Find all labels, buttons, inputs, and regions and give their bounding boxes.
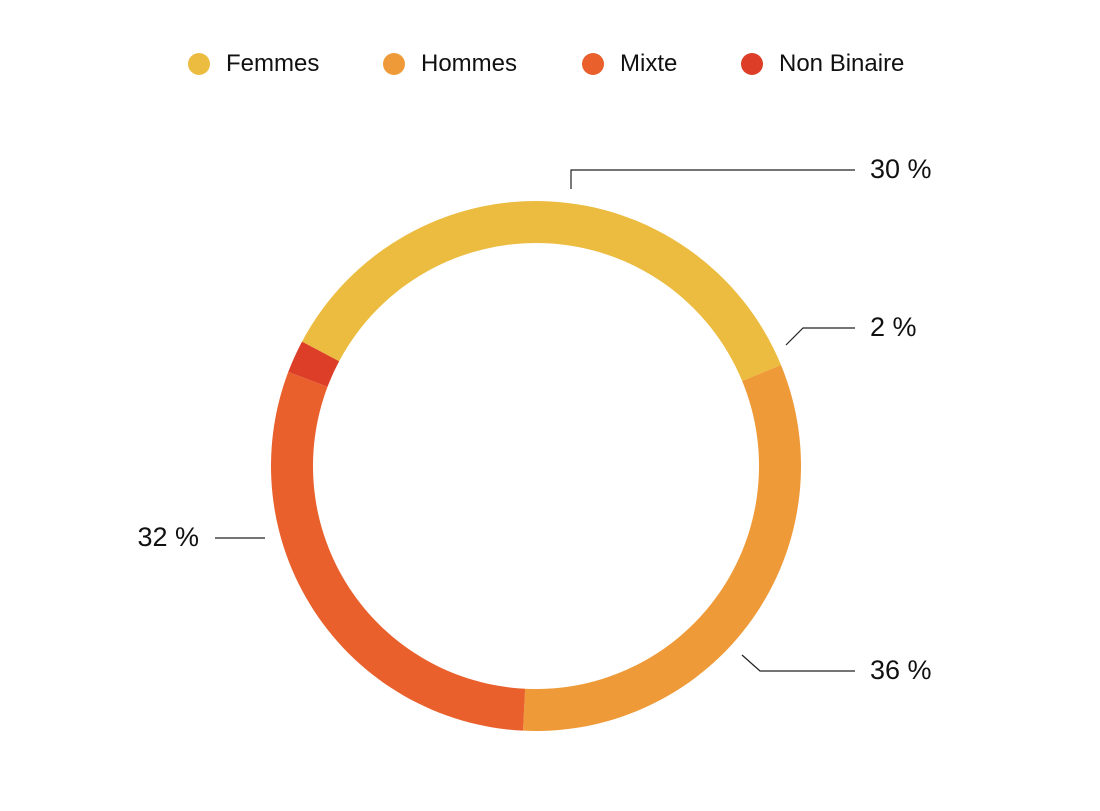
donut-slices [271, 200, 802, 732]
legend-swatch-non-binaire [741, 53, 763, 75]
leader-line-femmes [741, 654, 855, 672]
value-label-femmes: 36 % [870, 655, 932, 685]
legend-swatch-mixte [582, 53, 604, 75]
leader-line-non-binaire [785, 327, 855, 346]
donut-slice-hommes[interactable] [523, 365, 802, 732]
legend-swatch-femmes [188, 53, 210, 75]
donut-slice-mixte[interactable] [271, 371, 526, 731]
value-label-hommes: 32 % [137, 522, 199, 552]
legend-label-femmes: Femmes [226, 50, 320, 77]
leader-lines [215, 169, 855, 672]
leader-line-mixte [570, 169, 855, 189]
legend-item-non-binaire[interactable]: Non Binaire [741, 46, 904, 82]
donut-slice-non-binaire[interactable] [288, 341, 340, 387]
chart-legend: Femmes Hommes Mixte Non Binaire [0, 46, 1100, 82]
donut-slice-femmes[interactable] [302, 200, 782, 382]
legend-swatch-hommes [383, 53, 405, 75]
legend-label-mixte: Mixte [620, 50, 678, 77]
legend-item-hommes[interactable]: Hommes [383, 46, 517, 82]
legend-label-hommes: Hommes [421, 50, 518, 77]
value-label-non-binaire: 2 % [870, 312, 917, 342]
legend-item-mixte[interactable]: Mixte [582, 46, 677, 82]
value-label-mixte: 30 % [870, 154, 932, 184]
value-labels: 36 % 32 % 30 % 2 % [137, 154, 931, 685]
legend-item-femmes[interactable]: Femmes [188, 46, 319, 82]
legend-label-non-binaire: Non Binaire [779, 50, 905, 77]
